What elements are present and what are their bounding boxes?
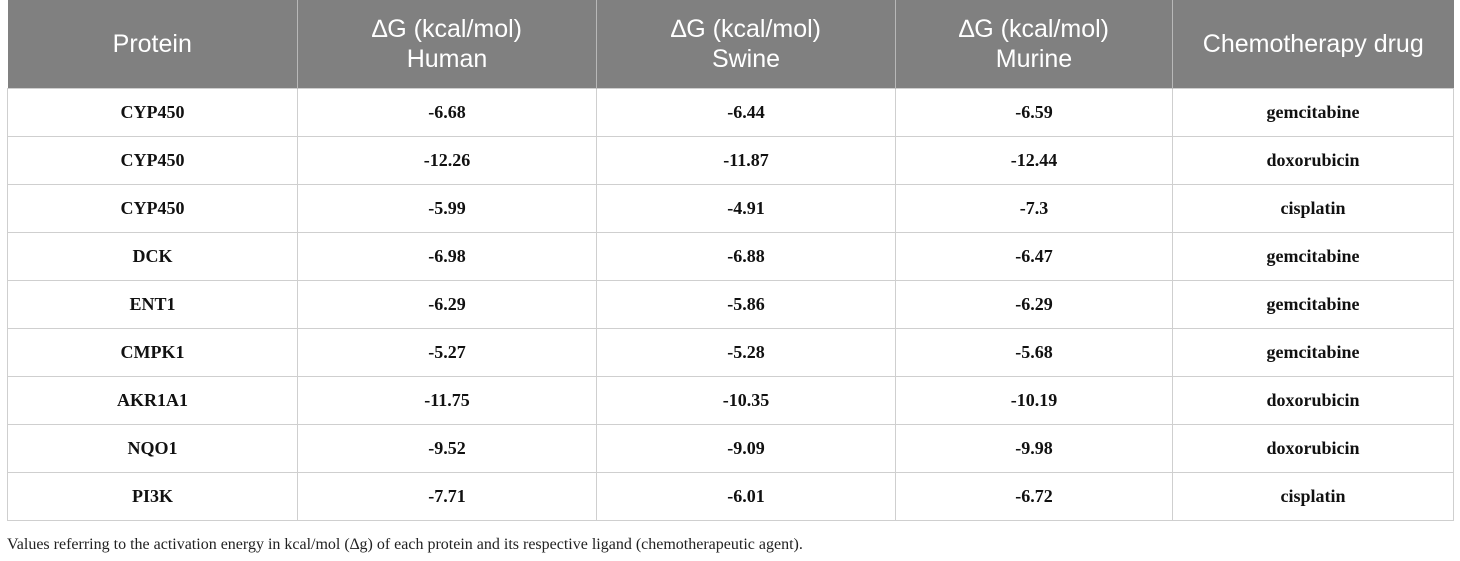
cell-drug: gemcitabine bbox=[1172, 280, 1454, 329]
table-body: CYP450 -6.68 -6.44 -6.59 gemcitabine CYP450 -1… bbox=[7, 88, 1454, 521]
cell-dg-swine: -9.09 bbox=[596, 424, 896, 473]
cell-dg-human: -5.99 bbox=[297, 184, 597, 233]
header-chemotherapy-drug: Chemotherapy drug bbox=[1172, 0, 1454, 89]
cell-dg-murine: -5.68 bbox=[895, 328, 1173, 377]
cell-drug: doxorubicin bbox=[1172, 424, 1454, 473]
table-row: DCK -6.98 -6.88 -6.47 gemcitabine bbox=[7, 232, 1454, 281]
cell-drug: gemcitabine bbox=[1172, 88, 1454, 137]
cell-dg-swine: -6.88 bbox=[596, 232, 896, 281]
table-header: Protein ∆G (kcal/mol) Human ∆G (kcal/mol… bbox=[7, 0, 1454, 89]
table-row: CYP450 -5.99 -4.91 -7.3 cisplatin bbox=[7, 184, 1454, 233]
table-row: PI3K -7.71 -6.01 -6.72 cisplatin bbox=[7, 472, 1454, 521]
table-footnote: Values referring to the activation energ… bbox=[7, 536, 803, 553]
table-row: CYP450 -6.68 -6.44 -6.59 gemcitabine bbox=[7, 88, 1454, 137]
cell-dg-murine: -12.44 bbox=[895, 136, 1173, 185]
cell-dg-murine: -6.72 bbox=[895, 472, 1173, 521]
cell-drug: gemcitabine bbox=[1172, 328, 1454, 377]
cell-dg-murine: -9.98 bbox=[895, 424, 1173, 473]
cell-dg-human: -12.26 bbox=[297, 136, 597, 185]
cell-dg-murine: -6.29 bbox=[895, 280, 1173, 329]
cell-dg-swine: -6.44 bbox=[596, 88, 896, 137]
cell-dg-human: -6.98 bbox=[297, 232, 597, 281]
cell-dg-swine: -6.01 bbox=[596, 472, 896, 521]
table-row: CYP450 -12.26 -11.87 -12.44 doxorubicin bbox=[7, 136, 1454, 185]
cell-dg-human: -11.75 bbox=[297, 376, 597, 425]
cell-dg-swine: -5.86 bbox=[596, 280, 896, 329]
header-dg-murine: ∆G (kcal/mol) Murine bbox=[895, 0, 1173, 89]
cell-protein: AKR1A1 bbox=[7, 376, 298, 425]
table-row: NQO1 -9.52 -9.09 -9.98 doxorubicin bbox=[7, 424, 1454, 473]
cell-dg-murine: -6.47 bbox=[895, 232, 1173, 281]
table-row: AKR1A1 -11.75 -10.35 -10.19 doxorubicin bbox=[7, 376, 1454, 425]
cell-drug: cisplatin bbox=[1172, 472, 1454, 521]
cell-dg-human: -7.71 bbox=[297, 472, 597, 521]
cell-dg-swine: -11.87 bbox=[596, 136, 896, 185]
cell-drug: gemcitabine bbox=[1172, 232, 1454, 281]
cell-drug: doxorubicin bbox=[1172, 136, 1454, 185]
cell-dg-swine: -5.28 bbox=[596, 328, 896, 377]
cell-dg-murine: -7.3 bbox=[895, 184, 1173, 233]
cell-protein: CYP450 bbox=[7, 136, 298, 185]
table-container: Protein ∆G (kcal/mol) Human ∆G (kcal/mol… bbox=[7, 0, 1454, 521]
header-row: Protein ∆G (kcal/mol) Human ∆G (kcal/mol… bbox=[7, 0, 1454, 89]
cell-protein: ENT1 bbox=[7, 280, 298, 329]
table-row: CMPK1 -5.27 -5.28 -5.68 gemcitabine bbox=[7, 328, 1454, 377]
cell-dg-human: -6.68 bbox=[297, 88, 597, 137]
cell-protein: CMPK1 bbox=[7, 328, 298, 377]
cell-protein: CYP450 bbox=[7, 184, 298, 233]
cell-dg-human: -6.29 bbox=[297, 280, 597, 329]
cell-dg-human: -5.27 bbox=[297, 328, 597, 377]
data-table: Protein ∆G (kcal/mol) Human ∆G (kcal/mol… bbox=[7, 0, 1454, 521]
cell-dg-human: -9.52 bbox=[297, 424, 597, 473]
cell-protein: PI3K bbox=[7, 472, 298, 521]
header-dg-human: ∆G (kcal/mol) Human bbox=[297, 0, 597, 89]
cell-drug: cisplatin bbox=[1172, 184, 1454, 233]
cell-drug: doxorubicin bbox=[1172, 376, 1454, 425]
cell-protein: DCK bbox=[7, 232, 298, 281]
header-protein: Protein bbox=[7, 0, 298, 89]
table-row: ENT1 -6.29 -5.86 -6.29 gemcitabine bbox=[7, 280, 1454, 329]
cell-protein: NQO1 bbox=[7, 424, 298, 473]
cell-dg-murine: -6.59 bbox=[895, 88, 1173, 137]
cell-dg-swine: -4.91 bbox=[596, 184, 896, 233]
cell-protein: CYP450 bbox=[7, 88, 298, 137]
cell-dg-swine: -10.35 bbox=[596, 376, 896, 425]
header-dg-swine: ∆G (kcal/mol) Swine bbox=[596, 0, 896, 89]
cell-dg-murine: -10.19 bbox=[895, 376, 1173, 425]
